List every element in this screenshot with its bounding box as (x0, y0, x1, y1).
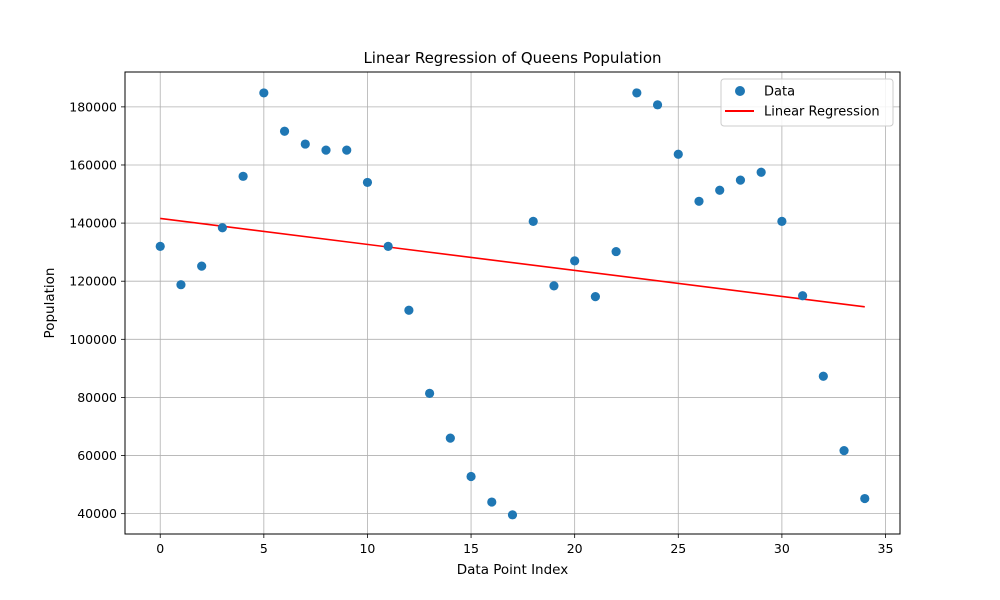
y-tick-label: 40000 (77, 506, 117, 521)
chart-title: Linear Regression of Queens Population (363, 49, 661, 67)
x-tick-label: 25 (670, 541, 686, 556)
x-axis-label: Data Point Index (457, 562, 569, 578)
data-point (528, 216, 538, 226)
plot-area-frame (124, 71, 901, 535)
data-point (818, 371, 828, 381)
data-point (197, 261, 207, 271)
data-point (259, 88, 269, 98)
data-point (217, 223, 227, 233)
data-point (279, 126, 290, 136)
legend-label-regression: Linear Regression (764, 105, 880, 120)
x-tick-label: 20 (567, 541, 583, 556)
data-point (611, 246, 621, 257)
legend-label-data: Data (764, 85, 795, 100)
data-point (466, 471, 476, 482)
y-tick-label: 140000 (69, 216, 117, 231)
x-tick-label: 30 (774, 541, 790, 556)
x-axis-ticks: 0 5 10 15 20 25 30 35 (156, 534, 893, 556)
data-point (570, 256, 580, 266)
data-point (155, 241, 165, 251)
data-point (798, 291, 808, 301)
data-point (735, 175, 746, 185)
data-point (590, 292, 600, 302)
data-point (756, 167, 766, 177)
data-point (342, 145, 352, 155)
legend: Data Linear Regression (720, 78, 894, 127)
data-point (777, 216, 787, 226)
data-point (652, 100, 663, 110)
data-point (715, 185, 725, 195)
x-tick-label: 5 (260, 541, 268, 556)
data-point (487, 497, 497, 507)
y-tick-label: 160000 (69, 157, 117, 172)
x-tick-label: 10 (359, 541, 375, 556)
data-point (176, 280, 186, 290)
y-tick-label: 60000 (77, 448, 117, 463)
y-tick-label: 180000 (69, 99, 117, 114)
data-point (383, 241, 393, 251)
y-axis-ticks: 40000 60000 80000 100000 120000 140000 160000 1… (69, 99, 125, 521)
data-point (362, 177, 373, 188)
data-point (673, 149, 683, 159)
data-point (860, 493, 870, 504)
x-tick-label: 0 (156, 541, 164, 556)
grid-lines (125, 72, 900, 534)
data-point (238, 171, 248, 181)
x-tick-label: 15 (463, 541, 479, 556)
y-tick-label: 100000 (69, 332, 117, 347)
data-series (155, 88, 870, 520)
data-point (425, 388, 435, 398)
data-point (404, 305, 414, 315)
data-point (839, 446, 849, 456)
legend-marker-data (735, 86, 745, 96)
y-axis-label: Population (42, 268, 58, 339)
y-tick-label: 120000 (69, 274, 117, 289)
data-point (321, 145, 331, 155)
data-point (507, 510, 518, 520)
regression-line (160, 217, 865, 308)
data-point (300, 139, 310, 149)
x-tick-label: 35 (878, 541, 894, 556)
y-tick-label: 80000 (77, 390, 117, 405)
legend-box (720, 78, 894, 127)
data-point (694, 196, 704, 206)
regression-series (160, 217, 865, 308)
data-point (549, 281, 559, 291)
data-point (445, 433, 455, 443)
data-point (632, 88, 642, 98)
